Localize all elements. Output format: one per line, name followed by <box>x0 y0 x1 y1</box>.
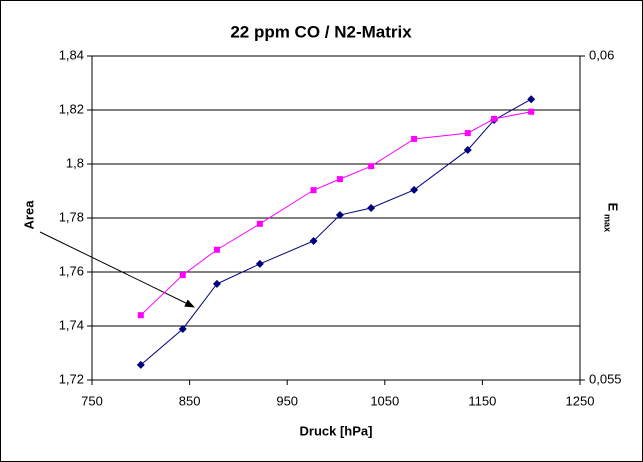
marker <box>410 185 419 194</box>
marker <box>411 135 418 142</box>
marker <box>179 272 186 279</box>
marker <box>255 259 264 268</box>
y-axis-label: Area <box>21 200 36 230</box>
marker <box>256 220 263 227</box>
y-tick-label: 1,82 <box>59 101 84 116</box>
marker <box>136 360 145 369</box>
x-axis-label: Druck [hPa] <box>300 423 373 438</box>
annotation-arrow <box>39 231 195 308</box>
marker <box>491 115 498 122</box>
marker <box>527 95 536 104</box>
y2-axis-label-main: E <box>606 203 621 212</box>
marker <box>213 246 220 253</box>
chart-title: 22 ppm CO / N2-Matrix <box>230 22 412 41</box>
marker <box>137 312 144 319</box>
marker <box>463 145 472 154</box>
y-tick-label: 1,8 <box>66 155 84 170</box>
y-tick-label: 1,76 <box>59 263 84 278</box>
y2-tick-label: 0,06 <box>589 47 614 62</box>
y2-axis-label-sub: max <box>603 214 613 232</box>
marker <box>212 279 221 288</box>
marker <box>368 163 375 170</box>
y-tick-label: 1,72 <box>59 371 84 386</box>
marker <box>464 130 471 137</box>
marker <box>528 108 535 115</box>
y-tick-label: 1,84 <box>59 47 84 62</box>
x-tick-label: 1050 <box>370 393 399 408</box>
marker <box>310 187 317 194</box>
x-tick-label: 850 <box>179 393 201 408</box>
marker <box>309 236 318 245</box>
x-tick-label: 950 <box>276 393 298 408</box>
y2-tick-label: 0,055 <box>589 371 622 386</box>
marker <box>335 211 344 220</box>
x-tick-label: 1250 <box>566 393 595 408</box>
y-tick-label: 1,78 <box>59 209 84 224</box>
marker <box>367 204 376 213</box>
x-tick-label: 750 <box>81 393 103 408</box>
y2-axis-label: E max <box>603 203 621 232</box>
marker <box>336 176 343 183</box>
marker <box>178 324 187 333</box>
x-tick-label: 1150 <box>468 393 496 408</box>
y-tick-label: 1,74 <box>59 317 84 332</box>
